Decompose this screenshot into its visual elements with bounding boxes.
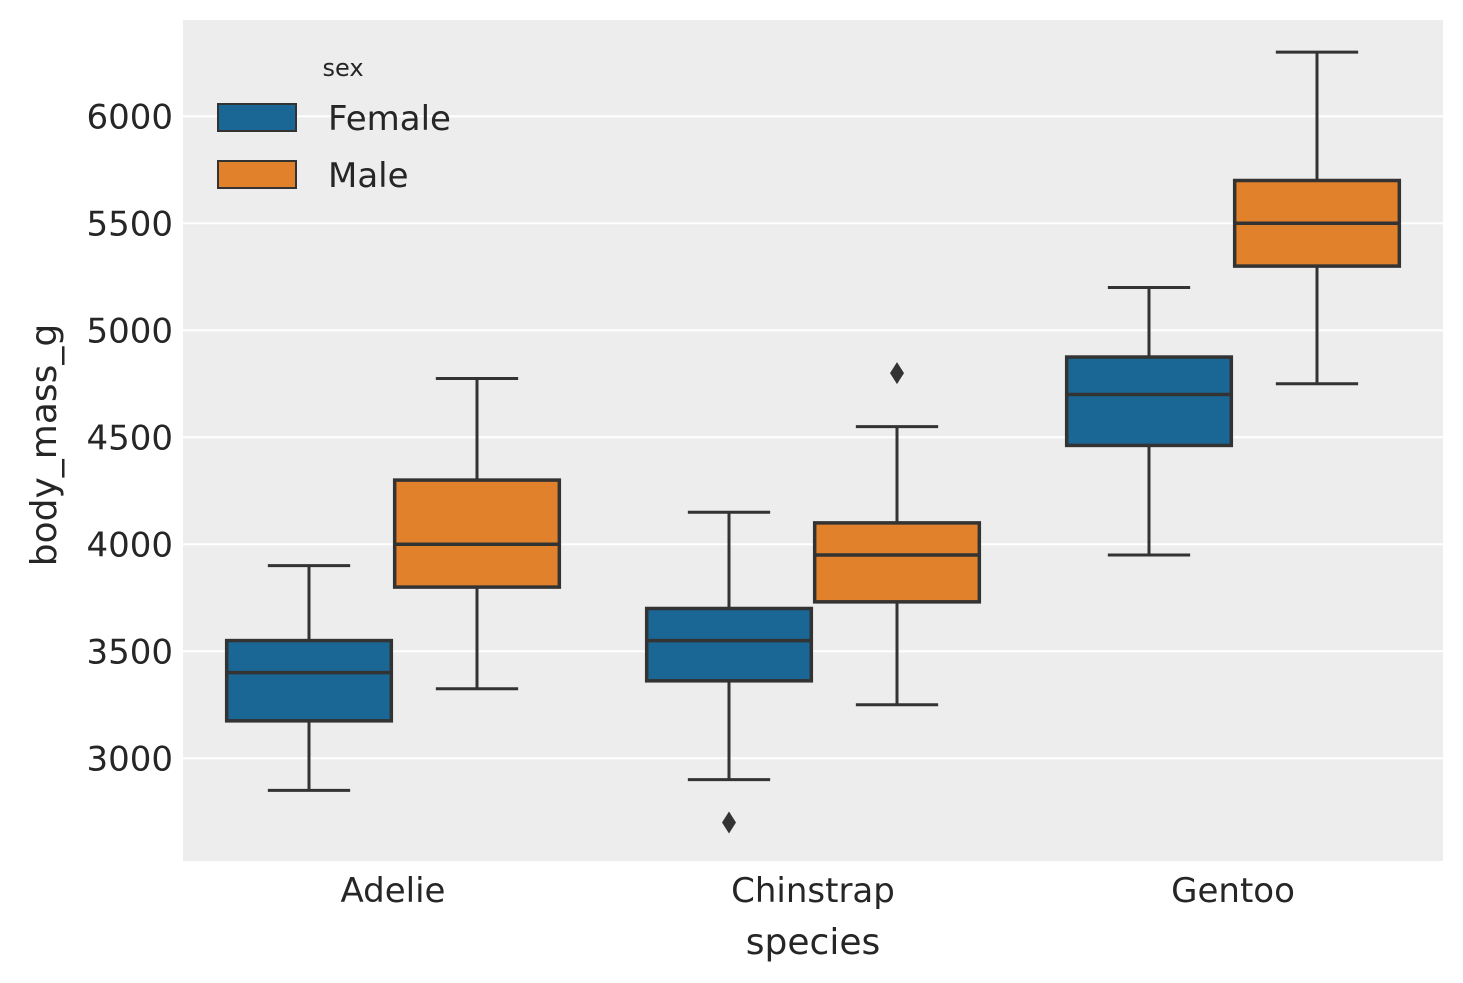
box-female-adelie [224,564,394,792]
legend-swatch-female [217,103,297,132]
box-female-chinstrap [644,510,814,834]
iqr-box [812,521,982,604]
y-tick-label-4000: 4000 [86,525,173,565]
legend-label-female: Female [328,99,451,139]
legend-swatch-male [217,160,297,189]
y-tick-label-6000: 6000 [86,97,173,137]
legend: sex Female Male [217,54,451,196]
box-male-gentoo [1232,50,1402,386]
iqr-box [224,638,394,723]
outlier-point [890,362,904,385]
box-male-adelie [392,376,562,691]
x-axis-label: species [746,922,880,963]
y-tick-label-5000: 5000 [86,311,173,351]
x-tick-label-gentoo: Gentoo [1171,871,1295,911]
box-female-gentoo [1064,285,1234,557]
legend-label-male: Male [328,156,409,196]
y-tick-label-3000: 3000 [86,739,173,779]
x-tick-label-chinstrap: Chinstrap [731,871,895,911]
y-tick-labels: 3000 3500 4000 4500 5000 5500 6000 [86,97,173,779]
legend-title: sex [322,54,363,82]
iqr-box [1064,355,1234,448]
iqr-box [644,606,814,683]
x-tick-label-adelie: Adelie [341,871,446,911]
y-tick-label-5500: 5500 [86,204,173,244]
y-tick-label-3500: 3500 [86,632,173,672]
x-tick-labels: Adelie Chinstrap Gentoo [341,871,1295,911]
iqr-box [392,478,562,589]
y-tick-label-4500: 4500 [86,418,173,458]
box-male-chinstrap [812,362,982,707]
outlier-point [722,811,736,834]
boxes [224,50,1402,834]
plot-background [183,20,1443,861]
y-axis-label: body_mass_g [24,324,65,567]
